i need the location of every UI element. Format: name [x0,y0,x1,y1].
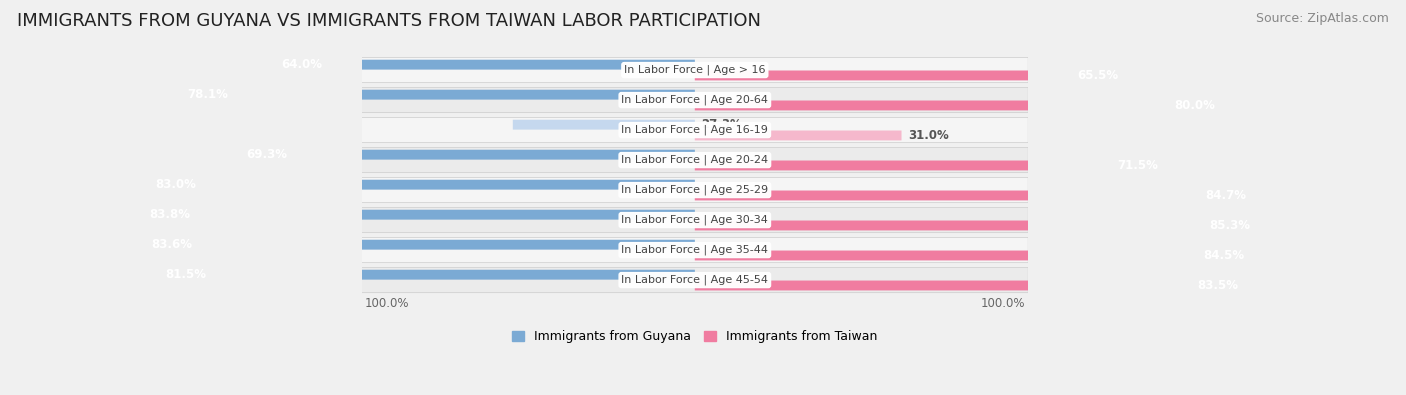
FancyBboxPatch shape [361,87,1028,113]
FancyBboxPatch shape [233,150,695,160]
FancyBboxPatch shape [138,240,695,250]
Text: 100.0%: 100.0% [980,297,1025,310]
FancyBboxPatch shape [695,70,1132,81]
Text: In Labor Force | Age 45-54: In Labor Force | Age 45-54 [621,275,768,285]
Text: 65.5%: 65.5% [1077,69,1118,82]
FancyBboxPatch shape [174,90,695,100]
Text: In Labor Force | Age > 16: In Labor Force | Age > 16 [624,65,766,75]
FancyBboxPatch shape [513,120,695,130]
FancyBboxPatch shape [695,220,1264,230]
FancyBboxPatch shape [695,250,1258,260]
FancyBboxPatch shape [695,100,1229,111]
FancyBboxPatch shape [136,210,695,220]
FancyBboxPatch shape [361,147,1028,173]
Text: 83.0%: 83.0% [155,178,195,191]
Text: 78.1%: 78.1% [187,88,228,101]
Text: 83.5%: 83.5% [1197,279,1239,292]
FancyBboxPatch shape [695,160,1171,170]
Text: 31.0%: 31.0% [908,129,949,142]
Text: Source: ZipAtlas.com: Source: ZipAtlas.com [1256,12,1389,25]
FancyBboxPatch shape [695,130,901,140]
Text: In Labor Force | Age 35-44: In Labor Force | Age 35-44 [621,245,768,255]
Text: In Labor Force | Age 20-24: In Labor Force | Age 20-24 [621,155,769,166]
Text: 85.3%: 85.3% [1209,219,1250,232]
FancyBboxPatch shape [695,280,1251,290]
Text: 71.5%: 71.5% [1118,159,1159,172]
Text: 27.3%: 27.3% [702,118,742,131]
FancyBboxPatch shape [361,117,1028,143]
Text: IMMIGRANTS FROM GUYANA VS IMMIGRANTS FROM TAIWAN LABOR PARTICIPATION: IMMIGRANTS FROM GUYANA VS IMMIGRANTS FRO… [17,12,761,30]
Text: 100.0%: 100.0% [364,297,409,310]
Text: 83.6%: 83.6% [150,238,191,251]
FancyBboxPatch shape [361,177,1028,203]
Text: In Labor Force | Age 30-34: In Labor Force | Age 30-34 [621,215,768,225]
FancyBboxPatch shape [361,207,1028,233]
Text: 81.5%: 81.5% [165,268,205,281]
Legend: Immigrants from Guyana, Immigrants from Taiwan: Immigrants from Guyana, Immigrants from … [508,325,883,348]
FancyBboxPatch shape [269,60,695,70]
Text: 80.0%: 80.0% [1174,99,1215,112]
Text: 84.5%: 84.5% [1204,249,1244,262]
FancyBboxPatch shape [361,237,1028,263]
FancyBboxPatch shape [142,180,695,190]
Text: 83.8%: 83.8% [149,208,191,221]
Text: 69.3%: 69.3% [246,148,287,161]
FancyBboxPatch shape [361,57,1028,83]
FancyBboxPatch shape [695,190,1260,200]
Text: In Labor Force | Age 16-19: In Labor Force | Age 16-19 [621,125,768,135]
FancyBboxPatch shape [152,270,695,280]
Text: In Labor Force | Age 20-64: In Labor Force | Age 20-64 [621,95,768,105]
FancyBboxPatch shape [361,267,1028,293]
Text: 64.0%: 64.0% [281,58,322,71]
Text: 84.7%: 84.7% [1205,189,1246,202]
Text: In Labor Force | Age 25-29: In Labor Force | Age 25-29 [621,185,769,195]
